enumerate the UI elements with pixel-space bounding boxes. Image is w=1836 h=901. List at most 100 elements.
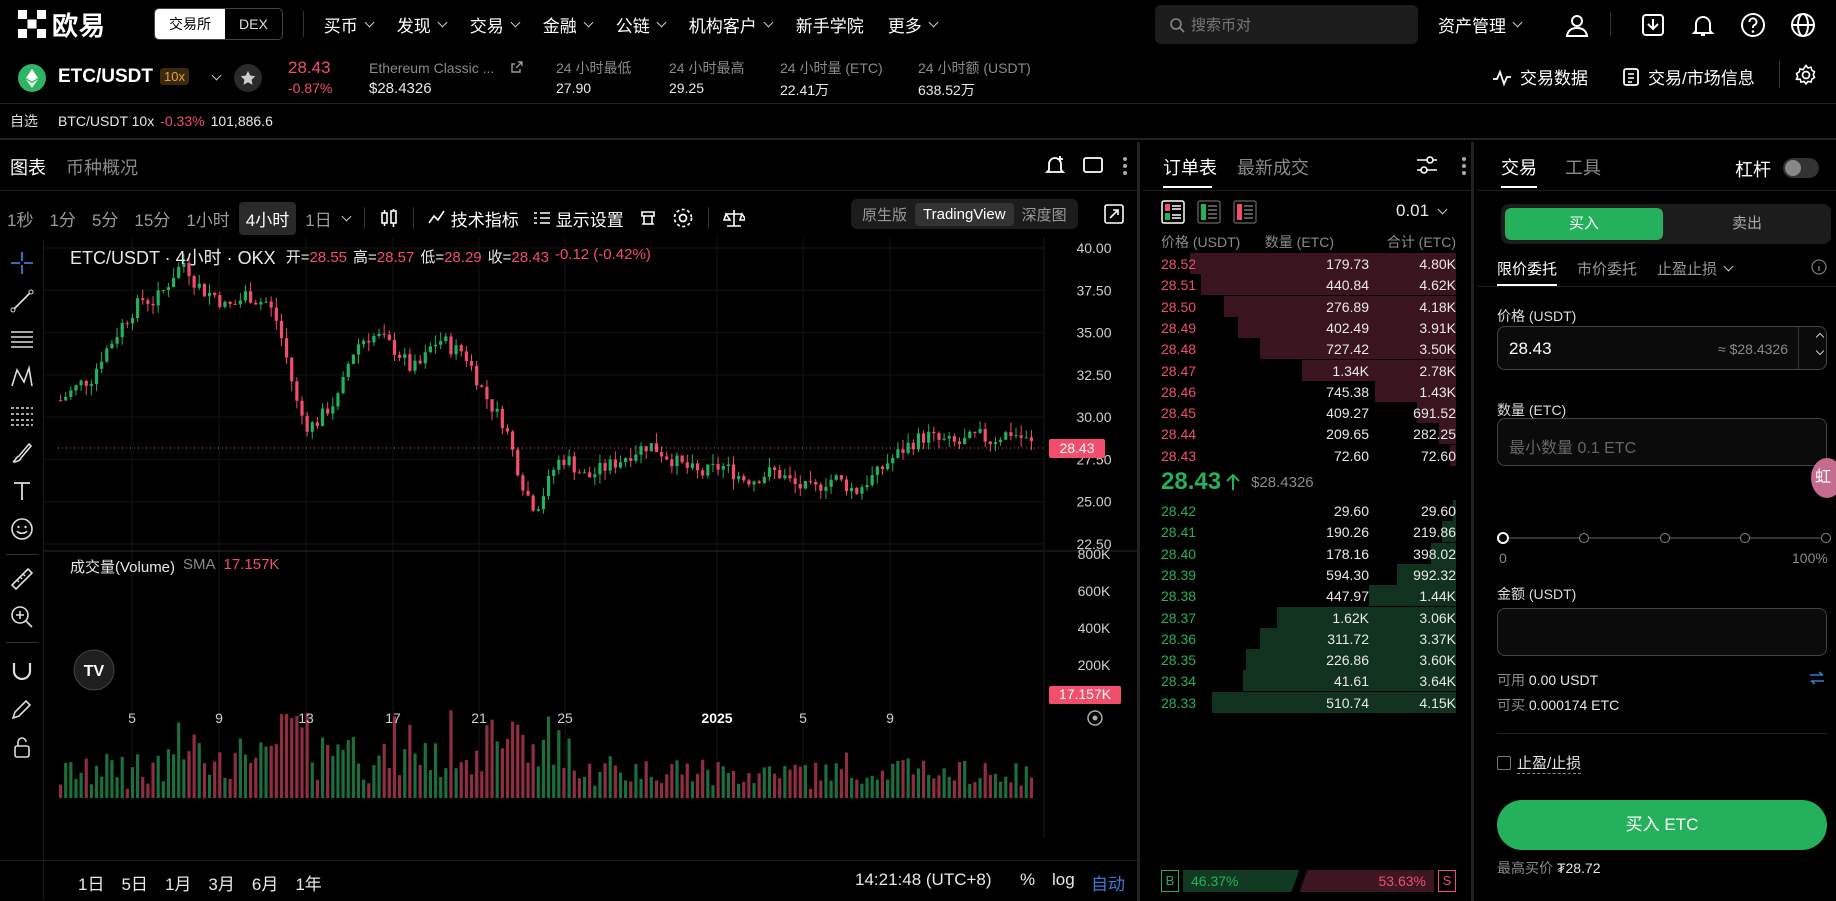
lock-icon[interactable]	[9, 734, 35, 760]
mode-dex-tab[interactable]: DEX	[239, 16, 268, 32]
tpsl-checkbox-row[interactable]: 止盈/止损	[1497, 752, 1582, 774]
favorite-item[interactable]: BTC/USDT 10x -0.33% 101,886.6	[58, 113, 273, 129]
trade-data-button[interactable]: 交易数据	[1492, 64, 1588, 89]
view-depth[interactable]: 深度图	[1021, 206, 1067, 224]
bid-row[interactable]: 28.40 178.16 398.02	[1143, 541, 1474, 566]
bell-icon[interactable]	[1690, 12, 1716, 38]
range-6m[interactable]: 6月	[251, 875, 279, 894]
interval-4h[interactable]: 4小时	[238, 201, 297, 235]
range-1y[interactable]: 1年	[295, 875, 322, 894]
axis-settings-icon[interactable]	[1087, 710, 1103, 726]
auto-toggle[interactable]: 自动	[1091, 875, 1125, 894]
external-link-icon[interactable]	[510, 60, 524, 74]
trend-line-icon[interactable]	[9, 288, 35, 314]
interval-1d[interactable]: 1日	[305, 210, 332, 230]
ask-row[interactable]: 28.44 209.65 282.25	[1143, 421, 1474, 446]
buy-submit-button[interactable]: 买入 ETC	[1497, 800, 1827, 850]
layout-icon[interactable]	[1083, 156, 1103, 174]
globe-icon[interactable]	[1790, 12, 1816, 38]
tab-orderbook[interactable]: 订单表	[1163, 158, 1217, 178]
slider-mark[interactable]	[1579, 533, 1589, 543]
nav-more[interactable]: 更多	[888, 12, 939, 37]
nav-buy-crypto[interactable]: 买币	[324, 12, 375, 37]
search-input[interactable]: 搜索币对	[1155, 5, 1418, 44]
asset-management-menu[interactable]: 资产管理	[1438, 0, 1523, 48]
tab-coin-overview[interactable]: 币种概况	[66, 158, 138, 178]
ask-row[interactable]: 28.45 409.27 691.52	[1143, 400, 1474, 425]
view-bids-icon[interactable]	[1197, 200, 1221, 224]
bid-row[interactable]: 28.35 226.86 3.60K	[1143, 647, 1474, 672]
view-tradingview[interactable]: TradingView	[915, 202, 1014, 226]
ask-row[interactable]: 28.50 276.89 4.18K	[1143, 294, 1474, 319]
nav-discover[interactable]: 发现	[397, 12, 448, 37]
favorite-button[interactable]	[234, 64, 262, 92]
view-asks-icon[interactable]	[1233, 200, 1257, 224]
range-3m[interactable]: 3月	[208, 875, 235, 894]
ask-row[interactable]: 28.47 1.34K 2.78K	[1143, 358, 1474, 383]
price-input[interactable]: 28.43 ≈ $28.4326	[1497, 326, 1827, 370]
price-stepper[interactable]	[1798, 327, 1826, 369]
quantity-input[interactable]: 最小数量 0.1 ETC	[1497, 418, 1827, 466]
bid-row[interactable]: 28.39 594.30 992.32	[1143, 562, 1474, 587]
slider-mark[interactable]	[1660, 533, 1670, 543]
help-icon[interactable]	[1740, 12, 1766, 38]
more-vertical-icon[interactable]	[1122, 156, 1128, 176]
interval-1s[interactable]: 1秒	[7, 210, 34, 230]
percent-toggle[interactable]: %	[1020, 870, 1036, 889]
bid-row[interactable]: 28.38 447.97 1.44K	[1143, 583, 1474, 608]
emoji-icon[interactable]	[9, 516, 35, 542]
leverage-toggle[interactable]	[1783, 158, 1819, 178]
pair-symbol[interactable]: ETC/USDT	[58, 66, 153, 87]
ask-row[interactable]: 28.49 402.49 3.91K	[1143, 315, 1474, 340]
ask-row[interactable]: 28.52 179.73 4.80K	[1143, 251, 1474, 276]
order-type-tpsl[interactable]: 止盈止损	[1657, 261, 1718, 278]
buy-tab[interactable]: 买入	[1505, 208, 1663, 240]
bid-row[interactable]: 28.41 190.26 219.86	[1143, 519, 1474, 544]
horizontal-lines-icon[interactable]	[9, 326, 35, 352]
interval-5m[interactable]: 5分	[91, 210, 119, 230]
mode-exchange-tab[interactable]: 交易所	[155, 9, 225, 39]
view-native[interactable]: 原生版	[862, 206, 908, 224]
crosshair-icon[interactable]	[9, 250, 35, 276]
bid-row[interactable]: 28.36 311.72 3.37K	[1143, 626, 1474, 651]
ask-row[interactable]: 28.43 72.60 72.60	[1143, 443, 1474, 468]
chevron-down-icon[interactable]	[1815, 346, 1825, 356]
filter-settings-icon[interactable]	[1416, 155, 1438, 175]
range-1d[interactable]: 1日	[78, 875, 105, 894]
transfer-icon[interactable]	[1809, 671, 1825, 685]
ruler-icon[interactable]	[9, 566, 35, 592]
ask-row[interactable]: 28.46 745.38 1.43K	[1143, 379, 1474, 404]
replay-icon[interactable]	[638, 208, 658, 228]
chevron-down-icon[interactable]	[211, 70, 222, 81]
view-both-icon[interactable]	[1161, 200, 1185, 224]
interval-1h[interactable]: 1小时	[186, 210, 230, 230]
brush-icon[interactable]	[9, 440, 35, 466]
floating-badge[interactable]: 虹	[1811, 458, 1836, 498]
bid-row[interactable]: 28.33 510.74 4.15K	[1143, 690, 1474, 715]
nav-institutional[interactable]: 机构客户	[689, 12, 774, 37]
magnet-icon[interactable]	[9, 658, 35, 684]
nav-chain[interactable]: 公链	[616, 12, 667, 37]
tab-tools[interactable]: 工具	[1565, 158, 1601, 178]
nav-academy[interactable]: 新手学院	[795, 16, 864, 36]
bid-row[interactable]: 28.37 1.62K 3.06K	[1143, 605, 1474, 630]
nav-trade[interactable]: 交易	[470, 12, 521, 37]
chevron-up-icon[interactable]	[1815, 332, 1825, 342]
download-icon[interactable]	[1640, 12, 1666, 38]
interval-1m[interactable]: 1分	[49, 210, 76, 230]
interval-15m[interactable]: 15分	[134, 210, 171, 230]
amount-slider-handle[interactable]	[1497, 532, 1509, 544]
more-vertical-icon[interactable]	[1461, 156, 1467, 176]
order-type-limit[interactable]: 限价委托	[1497, 261, 1558, 278]
balance-scale-icon[interactable]	[722, 207, 745, 229]
pencil-lock-icon[interactable]	[9, 696, 35, 722]
fibonacci-icon[interactable]	[9, 402, 35, 428]
range-5d[interactable]: 5日	[121, 875, 148, 894]
chart-settings-icon[interactable]	[672, 207, 694, 229]
display-settings-button[interactable]: 显示设置	[533, 206, 624, 231]
log-toggle[interactable]: log	[1052, 870, 1075, 889]
market-info-button[interactable]: 交易/市场信息	[1622, 64, 1755, 89]
tpsl-checkbox[interactable]	[1497, 756, 1511, 770]
tradingview-logo[interactable]	[73, 649, 115, 691]
user-icon[interactable]	[1564, 12, 1590, 38]
